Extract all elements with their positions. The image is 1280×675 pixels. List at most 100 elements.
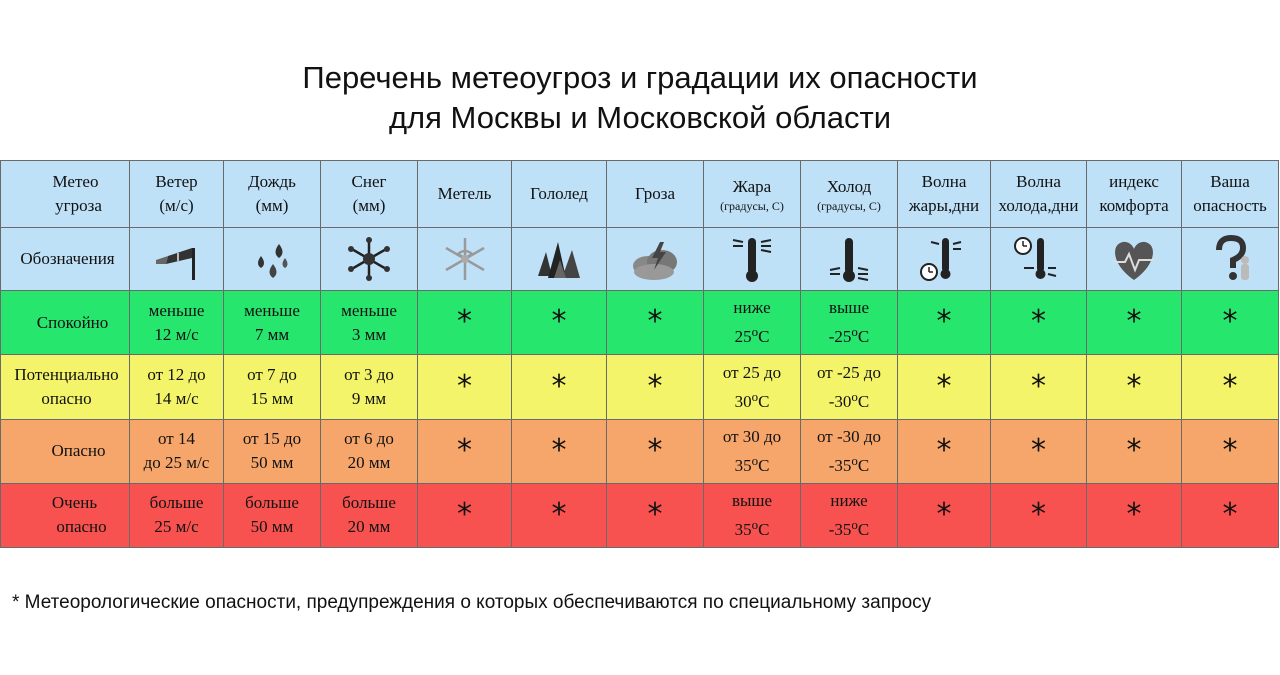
heat-cell: ниже 25oC <box>703 290 801 356</box>
degree-sign: o <box>751 516 759 532</box>
yours-symbol-cell <box>1181 227 1279 292</box>
star-mark: * <box>1222 432 1238 468</box>
rain-value-line2: 7 мм <box>254 324 290 344</box>
cold-value-unit: C <box>857 327 870 347</box>
cold-cell: от -25 до -30oC <box>800 354 898 420</box>
star-mark: * <box>936 368 952 404</box>
coldwave-cell: * <box>990 354 1087 420</box>
cold-cell: от -30 до -35oC <box>800 418 898 484</box>
header-snow: Снег (мм) <box>320 159 418 229</box>
star-mark: * <box>1222 368 1238 404</box>
star-mark: * <box>1222 496 1238 532</box>
rain-cell: больше 50 мм <box>223 482 321 549</box>
heat-value-number: 35 <box>734 519 752 539</box>
heart-pulse-icon <box>1105 234 1163 284</box>
header-storm: Гроза <box>606 159 704 229</box>
level-row-dangerous: Опасно от 14 до 25 м/с от 15 до 50 мм от 6… <box>0 418 1279 484</box>
heat-value-number: 35 <box>734 455 752 475</box>
header-coldwave-line2: холода,дни <box>998 196 1079 216</box>
snow-value-line1: от 6 до <box>344 429 394 449</box>
header-threat-line2: угроза <box>55 196 102 216</box>
star-mark: * <box>1126 304 1142 340</box>
degree-sign: o <box>751 452 759 468</box>
page-title: Перечень метеоугроз и градации их опасно… <box>0 58 1280 138</box>
header-cold: Холод (градусы, С) <box>800 159 898 229</box>
level-label: Потенциально опасно <box>0 354 130 420</box>
heat-value-line1: от 25 до <box>722 362 782 382</box>
snow-value-line2: 20 мм <box>347 517 391 537</box>
header-snow-line1: Снег <box>351 172 387 192</box>
header-ice: Гололед <box>511 159 607 229</box>
star-mark: * <box>1031 304 1046 340</box>
heat-cell: от 25 до 30oC <box>703 354 801 420</box>
yours-cell: * <box>1181 418 1279 484</box>
star-mark: * <box>457 304 472 340</box>
star-mark: * <box>936 432 952 468</box>
header-snow-line2: (мм) <box>352 196 386 216</box>
header-heat-line1: Жара <box>732 177 772 197</box>
heat-value-number: 25 <box>734 327 752 347</box>
blizzard-cell: * <box>417 418 512 484</box>
blizzard-cell: * <box>417 354 512 420</box>
degree-sign: o <box>751 388 759 404</box>
rain-value-line2: 15 мм <box>250 389 294 409</box>
heatwave-cell: * <box>897 418 991 484</box>
header-comfort-line2: комфорта <box>1099 196 1169 216</box>
snow-cell: от 6 до 20 мм <box>320 418 418 484</box>
yours-cell: * <box>1181 482 1279 549</box>
storm-cell: * <box>606 354 704 420</box>
heat-value-unit: C <box>758 519 770 539</box>
star-mark: * <box>647 432 663 468</box>
wind-cell: от 14 до 25 м/с <box>129 418 224 484</box>
blizzard-cell: * <box>417 290 512 356</box>
thermometer-cold-icon <box>820 234 878 284</box>
header-heat: Жара (градусы, С) <box>703 159 801 229</box>
snow-cell: меньше 3 мм <box>320 290 418 356</box>
level-label-line1: Очень <box>51 493 98 513</box>
star-mark: * <box>1031 432 1046 468</box>
coldwave-cell: * <box>990 290 1087 356</box>
ice-cell: * <box>511 482 607 549</box>
star-mark: * <box>551 304 567 340</box>
wind-cell: больше 25 м/с <box>129 482 224 549</box>
rain-value-line2: 50 мм <box>250 453 294 473</box>
snow-value-line2: 9 мм <box>351 389 387 409</box>
comfort-cell: * <box>1086 482 1182 549</box>
wind-value-line2: 25 м/с <box>154 517 199 537</box>
star-mark: * <box>1031 368 1046 404</box>
header-heatwave-line2: жары,дни <box>908 196 980 216</box>
star-mark: * <box>1031 496 1046 532</box>
star-mark: * <box>1126 496 1142 532</box>
thundercloud-icon <box>626 234 684 284</box>
raindrops-icon <box>243 234 301 284</box>
header-yours-line1: Ваша <box>1210 172 1250 192</box>
ice-crystals-icon <box>530 234 588 284</box>
snow-cell: больше 20 мм <box>320 482 418 549</box>
blizzard-cell: * <box>417 482 512 549</box>
degree-sign: o <box>851 452 858 468</box>
header-comfort: индекс комфорта <box>1086 159 1182 229</box>
level-label-text: Спокойно <box>36 312 109 332</box>
header-threat: Метео угроза <box>0 159 130 229</box>
cold-value-line1: ниже <box>830 490 868 510</box>
comfort-symbol-cell <box>1086 227 1182 292</box>
symbols-label: Обозначения <box>0 227 130 292</box>
cold-value-number: -25 <box>828 327 852 347</box>
snow-value-line2: 3 мм <box>351 324 387 344</box>
heatwave-cell: * <box>897 482 991 549</box>
level-label: Опасно <box>0 418 130 484</box>
header-wind-line1: Ветер <box>155 172 198 192</box>
header-blizzard: Метель <box>417 159 512 229</box>
heat-value-unit: C <box>758 391 770 411</box>
cold-value-number: -30 <box>828 391 852 411</box>
header-wind: Ветер (м/с) <box>129 159 224 229</box>
wind-value-line1: меньше <box>148 300 205 320</box>
ice-cell: * <box>511 290 607 356</box>
wind-value-line2: 14 м/с <box>154 389 199 409</box>
star-mark: * <box>457 432 472 468</box>
storm-cell: * <box>606 290 704 356</box>
star-mark: * <box>457 496 472 532</box>
cold-value-line1: от -25 до <box>816 362 881 382</box>
header-row: Метео угроза Ветер (м/с) Дождь (мм) Снег (м… <box>0 159 1279 229</box>
snow-symbol-cell <box>320 227 418 292</box>
